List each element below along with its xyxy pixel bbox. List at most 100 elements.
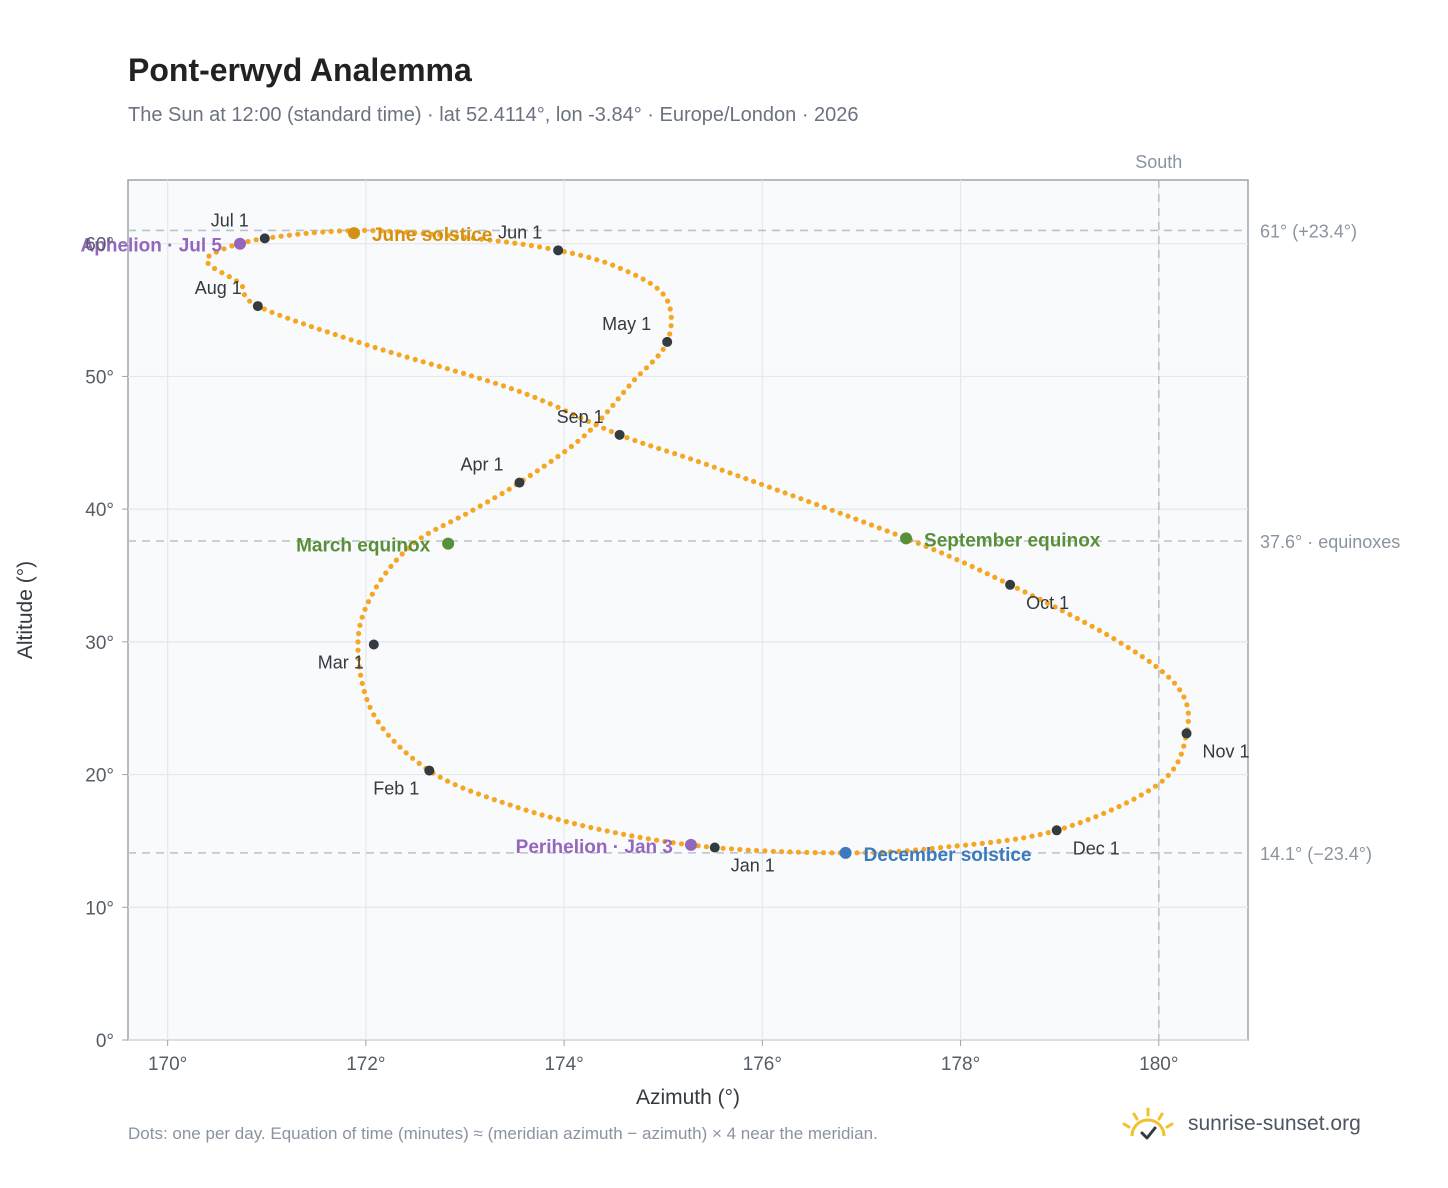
daily-dot — [1138, 792, 1144, 798]
event-marker — [234, 237, 246, 250]
daily-dot — [637, 834, 643, 841]
daily-dot — [444, 366, 450, 372]
daily-dot — [996, 838, 1002, 845]
daily-dot — [829, 850, 835, 856]
daily-dot — [946, 553, 952, 559]
daily-dot — [378, 577, 384, 583]
reference-line-label: 14.1° (−23.4°) — [1260, 844, 1372, 864]
daily-dot — [665, 298, 671, 304]
daily-dot — [460, 785, 466, 791]
daily-dot — [1029, 593, 1036, 599]
daily-dot — [608, 428, 615, 435]
y-tick-label: 30° — [85, 633, 114, 654]
daily-dot — [806, 499, 812, 505]
daily-dot — [455, 515, 461, 521]
daily-dot — [954, 843, 960, 849]
daily-dot — [261, 306, 267, 312]
event-marker — [900, 532, 913, 545]
daily-dot — [992, 574, 998, 581]
daily-dot — [395, 229, 401, 235]
x-tick-label: 176° — [743, 1054, 782, 1075]
month-label: Jun 1 — [498, 222, 542, 242]
daily-dot — [649, 359, 656, 365]
daily-dot — [478, 236, 485, 242]
month-label: Sep 1 — [557, 407, 604, 427]
brand-logo[interactable]: sunrise-sunset.org — [1120, 1104, 1361, 1144]
daily-dot — [1061, 825, 1067, 831]
daily-dot — [515, 805, 521, 811]
daily-dot — [205, 260, 211, 266]
daily-dot — [798, 496, 804, 502]
daily-dot — [610, 262, 616, 268]
daily-dot — [594, 257, 600, 263]
month-marker — [368, 639, 379, 650]
daily-dot — [367, 704, 373, 710]
daily-dot — [545, 245, 551, 251]
daily-dot — [631, 377, 638, 383]
x-axis-title: Azimuth (°) — [636, 1086, 740, 1109]
daily-dot — [295, 231, 301, 237]
daily-dot — [393, 557, 399, 563]
daily-dot — [845, 513, 851, 519]
y-axis-title: Altitude (°) — [14, 561, 37, 659]
daily-dot — [921, 846, 927, 852]
daily-dot — [340, 334, 346, 340]
grid — [128, 180, 1248, 1041]
daily-dot — [648, 443, 654, 449]
daily-dot — [527, 472, 533, 479]
daily-dot — [528, 242, 535, 249]
daily-dot — [938, 845, 944, 851]
daily-dot — [371, 712, 377, 718]
daily-dot — [1069, 822, 1075, 828]
daily-dot — [293, 318, 299, 324]
daily-dot — [963, 842, 969, 848]
daily-dot — [425, 530, 431, 537]
daily-dot — [468, 373, 475, 379]
x-tick-label: 172° — [346, 1054, 385, 1075]
daily-dot — [1059, 608, 1065, 614]
daily-dot — [404, 354, 410, 360]
y-tick-label: 40° — [85, 500, 114, 521]
daily-dot — [1045, 830, 1051, 836]
daily-dot — [868, 522, 875, 528]
daily-dot — [1181, 743, 1187, 749]
daily-dot — [324, 329, 330, 335]
daily-dot — [913, 847, 919, 853]
daily-dot — [356, 664, 362, 670]
daily-dot — [206, 253, 212, 259]
daily-dot — [468, 788, 474, 794]
daily-dot — [1108, 807, 1114, 813]
daily-dot — [563, 408, 569, 414]
daily-dot — [388, 349, 394, 355]
month-marker — [1181, 728, 1192, 739]
x-tick-label: 174° — [544, 1054, 583, 1075]
daily-dot — [357, 622, 363, 628]
daily-dot — [751, 478, 757, 485]
daily-dot — [484, 378, 491, 384]
daily-dot — [1022, 589, 1028, 595]
daily-dot — [516, 388, 522, 394]
daily-dot — [1074, 615, 1080, 622]
daily-dot — [861, 519, 867, 525]
daily-dot — [495, 238, 501, 244]
daily-dot — [491, 797, 497, 803]
daily-dot — [316, 326, 322, 332]
daily-dot — [621, 389, 627, 395]
event-label: March equinox — [296, 536, 431, 557]
daily-dot — [578, 415, 584, 421]
daily-dot — [507, 802, 513, 808]
daily-dot — [355, 639, 361, 645]
daily-dot — [779, 849, 785, 855]
month-marker — [514, 477, 525, 488]
daily-dot — [632, 437, 638, 444]
daily-dot — [604, 409, 611, 415]
daily-dot — [359, 614, 365, 620]
daily-dot — [403, 750, 409, 756]
daily-dot — [503, 239, 510, 245]
daily-dot — [562, 449, 568, 455]
daily-dot — [569, 250, 576, 256]
daily-dot — [787, 849, 793, 855]
daily-dot — [1159, 778, 1165, 784]
daily-dot — [1004, 837, 1010, 843]
daily-dot — [563, 819, 570, 825]
